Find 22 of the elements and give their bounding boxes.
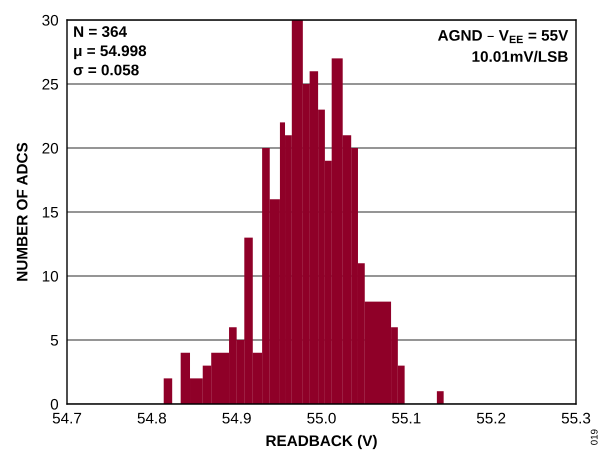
x-tick-label: 54.9 [222, 412, 251, 424]
y-tick-label: 0 [50, 398, 58, 410]
annotation: μ = 54.998 [74, 45, 146, 60]
y-tick-label: 10 [42, 270, 58, 282]
y-tick-label: 25 [42, 78, 58, 90]
y-tick-label: 5 [50, 335, 58, 346]
x-tick-label: 55.1 [392, 412, 420, 424]
annotation: σ = 0.058 [74, 64, 139, 76]
annotation: 10.01mV/LSB [472, 50, 568, 62]
x-tick-label: 55.2 [476, 412, 506, 424]
y-tick-label: 30 [42, 14, 58, 26]
annotation: N = 364 [74, 26, 127, 38]
x-tick-label: 55.3 [562, 412, 590, 424]
y-tick-label: 20 [42, 142, 58, 154]
x-axis-title: READBACK (V) [266, 434, 377, 450]
x-tick-label: 55.0 [307, 412, 336, 424]
x-tick-label: 54.7 [52, 412, 82, 424]
text: 019 [590, 429, 598, 445]
annotation: AGND – V$_{EE}$ = 55V [438, 30, 568, 44]
y-tick-label: 15 [42, 207, 58, 218]
y-axis-title: NUMBER OF ADCS [16, 142, 28, 281]
x-tick-label: 54.8 [138, 412, 166, 424]
